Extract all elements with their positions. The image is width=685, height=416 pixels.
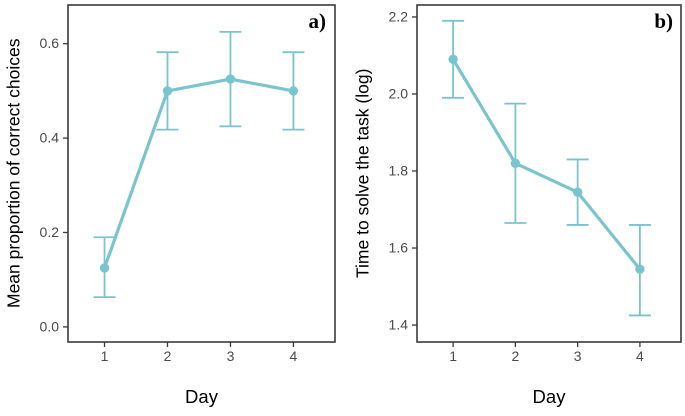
- y-tick-label: 0.6: [40, 35, 60, 51]
- data-point: [572, 187, 583, 197]
- x-tick-label: 4: [290, 348, 298, 364]
- y-axis-title-panel-b: Time to solve the task (log): [352, 68, 373, 279]
- y-tick-label: 0.0: [40, 318, 60, 334]
- y-tick-label: 0.4: [40, 130, 60, 146]
- y-tick-label: 0.2: [40, 224, 60, 240]
- data-point: [288, 86, 299, 96]
- x-axis-title-panel-a: Day: [185, 386, 218, 407]
- x-tick-label: 4: [636, 348, 644, 364]
- x-tick-label: 1: [449, 348, 457, 364]
- data-point: [99, 263, 110, 273]
- y-tick-label: 2.2: [389, 8, 409, 24]
- plot-border: [416, 4, 682, 343]
- y-tick-label: 1.6: [389, 240, 409, 256]
- data-point: [225, 74, 236, 84]
- data-point: [448, 54, 458, 65]
- y-tick-label: 1.4: [389, 317, 409, 333]
- y-tick-label: 1.8: [389, 162, 409, 178]
- data-point: [510, 158, 521, 168]
- y-axis-title-panel-a: Mean proportion of correct choices: [3, 38, 24, 309]
- x-tick-label: 3: [574, 348, 582, 364]
- x-tick-label: 2: [511, 348, 519, 364]
- x-tick-label: 3: [227, 348, 235, 364]
- series-line: [451, 57, 642, 271]
- panel-label-a: a): [308, 9, 327, 33]
- panel-label-b: b): [654, 9, 673, 33]
- data-point: [635, 264, 645, 274]
- plot-border: [67, 4, 336, 343]
- data-point: [162, 86, 173, 96]
- x-tick-label: 2: [164, 348, 172, 364]
- x-axis-title-panel-b: Day: [532, 386, 566, 407]
- y-tick-label: 2.0: [389, 85, 409, 101]
- x-tick-label: 1: [101, 348, 109, 364]
- series-line: [102, 77, 295, 270]
